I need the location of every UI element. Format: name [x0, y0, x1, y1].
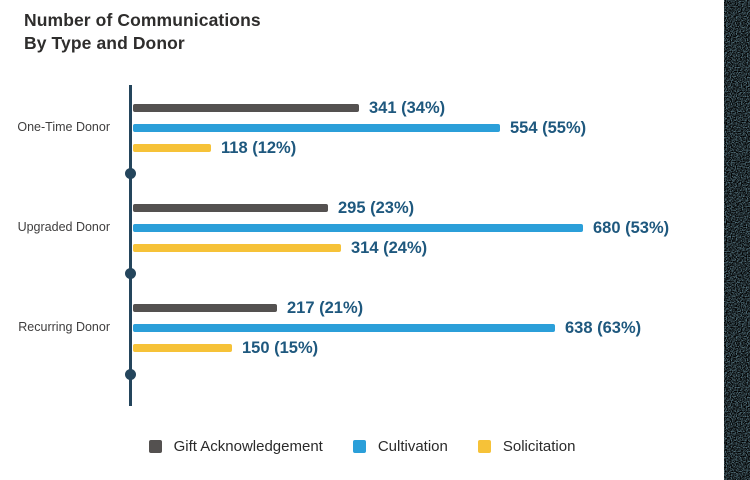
bar-solicitation: [133, 344, 232, 352]
chart-title-line-1: Number of Communications: [24, 10, 261, 30]
chart-title-line-2: By Type and Donor: [24, 33, 185, 53]
legend-item-solicitation: Solicitation: [477, 438, 576, 455]
bar-value-label: 638 (63%): [565, 318, 642, 337]
bar-solicitation: [133, 244, 341, 252]
bar-cultivation: [133, 124, 500, 132]
legend-label: Cultivation: [377, 438, 448, 455]
bar-cultivation: [133, 324, 555, 332]
bar-gift-acknowledgement: [133, 104, 359, 112]
legend-label: Solicitation: [502, 438, 576, 455]
bar-value-label: 118 (12%): [221, 138, 297, 157]
bar-row: 680 (53%): [133, 217, 669, 239]
bar-gift-acknowledgement: [133, 204, 328, 212]
bar-solicitation: [133, 144, 211, 152]
bar-row: 150 (15%): [133, 337, 318, 359]
legend-swatch-icon: [148, 440, 162, 453]
bar-value-label: 341 (34%): [369, 98, 446, 117]
legend-label: Gift Acknowledgement: [173, 438, 323, 455]
bar-row: 295 (23%): [133, 197, 414, 219]
bar-value-label: 150 (15%): [242, 338, 319, 357]
legend-item-gift-acknowledgement: Gift Acknowledgement: [148, 438, 323, 455]
bar-value-label: 314 (24%): [351, 238, 428, 257]
bar-value-label: 217 (21%): [287, 298, 364, 317]
bar-value-label: 680 (53%): [593, 218, 670, 237]
bar-row: 217 (21%): [133, 297, 363, 319]
bar-gift-acknowledgement: [133, 304, 277, 312]
bar-row: 314 (24%): [133, 237, 427, 259]
bar-value-label: 554 (55%): [510, 118, 587, 137]
category-label: Upgraded Donor: [17, 220, 110, 234]
bar-value-label: 295 (23%): [338, 198, 415, 217]
axis-dot: [125, 267, 136, 279]
axis-dot: [125, 167, 136, 179]
chart-title: Number of Communications By Type and Don…: [24, 9, 261, 55]
category-label: One-Time Donor: [17, 120, 110, 134]
legend: Gift Acknowledgement Cultivation Solicitat…: [0, 438, 724, 455]
bar-row: 554 (55%): [133, 117, 586, 139]
legend-item-cultivation: Cultivation: [352, 438, 448, 455]
category-label: Recurring Donor: [18, 320, 110, 334]
noise-strip-artifact: [724, 0, 750, 480]
axis-dot: [125, 368, 136, 380]
y-axis-line: [129, 85, 132, 406]
bar-row: 118 (12%): [133, 137, 296, 159]
bar-row: 638 (63%): [133, 317, 641, 339]
bar-row: 341 (34%): [133, 97, 445, 119]
legend-swatch-icon: [352, 440, 366, 453]
legend-swatch-icon: [477, 440, 491, 453]
bar-cultivation: [133, 224, 583, 232]
